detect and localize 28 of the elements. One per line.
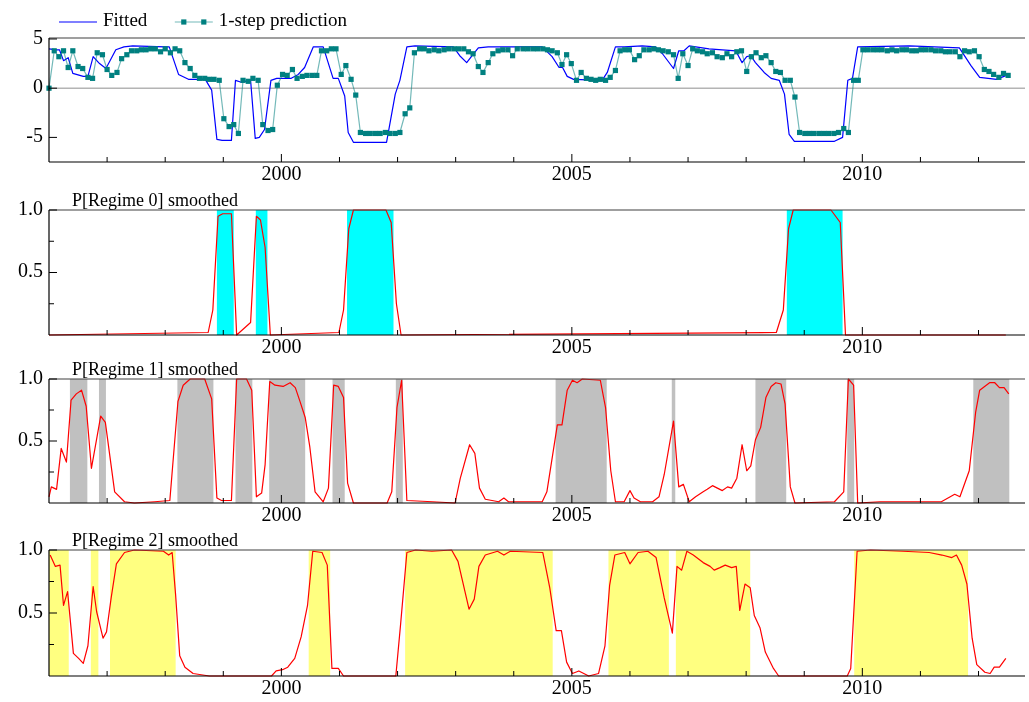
- y-tick-label: 0: [33, 74, 43, 97]
- y-tick-label: 1.0: [18, 196, 43, 219]
- x-tick-label: 2005: [551, 162, 592, 185]
- y-tick-label: 5: [33, 25, 43, 48]
- x-tick-label: 2000: [261, 503, 302, 526]
- chart-title: P[Regime 1] smoothed: [72, 359, 238, 379]
- y-tick-label: 0.5: [18, 599, 43, 622]
- y-tick-label: -5: [26, 123, 43, 146]
- legend-label: 1-step prediction: [218, 9, 348, 31]
- line-series: [48, 378, 1010, 504]
- x-tick-label: 2000: [261, 676, 302, 699]
- x-tick-label: 2000: [261, 335, 302, 358]
- chart-title: P[Regime 0] smoothed: [72, 190, 238, 210]
- x-tick-label: 2010: [842, 162, 883, 185]
- x-tick-label: 2010: [842, 335, 883, 358]
- x-tick-label: 2010: [842, 676, 883, 699]
- chart-title: P[Regime 2] smoothed: [72, 530, 238, 550]
- y-tick-label: 1.0: [18, 365, 43, 388]
- y-tick-label: 1.0: [18, 536, 43, 559]
- legend-label: Fitted: [103, 9, 148, 31]
- x-tick-label: 2005: [551, 503, 592, 526]
- x-tick-label: 2010: [842, 503, 883, 526]
- x-tick-label: 2000: [261, 162, 302, 185]
- y-tick-label: 0.5: [18, 427, 43, 450]
- x-tick-label: 2005: [551, 676, 592, 699]
- y-tick-label: 0.5: [18, 259, 43, 282]
- line-series: [49, 549, 1007, 677]
- x-tick-label: 2005: [551, 335, 592, 358]
